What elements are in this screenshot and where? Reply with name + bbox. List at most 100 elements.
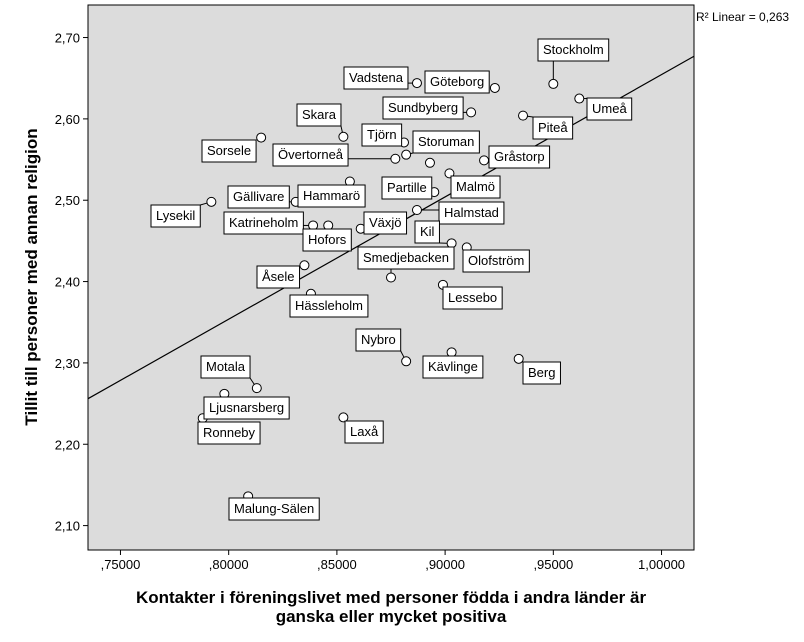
point-label-9: Storuman: [412, 130, 480, 154]
point-label-11: Gråstorp: [488, 145, 551, 169]
point-label-text: Laxå: [350, 424, 379, 439]
point-label-27: Nybro: [355, 328, 402, 352]
point-label-text: Olofström: [468, 253, 524, 268]
point-label-7: Sorsele: [201, 139, 257, 163]
data-point: [401, 356, 412, 367]
point-label-20: Växjö: [363, 211, 408, 235]
data-point: [338, 412, 349, 423]
point-label-5: Sundbyberg: [382, 96, 464, 120]
data-point: [479, 155, 490, 166]
point-label-text: Övertorneå: [278, 147, 344, 162]
x-axis-title-line2: ganska eller mycket positiva: [276, 607, 507, 626]
point-label-23: Åsele: [256, 265, 301, 289]
point-label-29: Berg: [522, 361, 561, 385]
point-label-text: Ljusnarsberg: [209, 400, 284, 415]
data-point: [446, 238, 457, 249]
data-point: [390, 153, 401, 164]
data-point: [513, 353, 524, 364]
data-point: [401, 149, 412, 160]
data-point: [446, 347, 457, 358]
label-leader-line: [527, 115, 534, 118]
data-point: [411, 78, 422, 89]
point-label-text: Katrineholm: [229, 215, 298, 230]
label-leader-line: [200, 202, 208, 206]
point-label-15: Lysekil: [150, 204, 201, 228]
data-point: [518, 110, 529, 121]
data-point: [251, 383, 262, 394]
x-tick-label: ,90000: [425, 557, 465, 572]
label-leader-line: [249, 377, 255, 385]
point-label-text: Sundbyberg: [388, 100, 458, 115]
x-tick-label: ,85000: [317, 557, 357, 572]
point-label-2: Piteå: [532, 116, 574, 140]
legend-r2-label: R² Linear = 0,263: [696, 10, 789, 24]
point-label-text: Kil: [420, 224, 435, 239]
data-point: [386, 272, 396, 283]
point-label-4: Göteborg: [424, 70, 490, 94]
data-point: [299, 260, 310, 271]
y-tick-label: 2,70: [55, 31, 80, 46]
point-label-19: Hofors: [302, 228, 352, 252]
point-label-text: Åsele: [262, 269, 295, 284]
data-point: [548, 78, 559, 89]
y-tick-label: 2,30: [55, 356, 80, 371]
point-label-31: Ljusnarsberg: [203, 396, 290, 420]
point-label-18: Katrineholm: [223, 211, 304, 235]
point-label-text: Berg: [528, 365, 555, 380]
data-point: [206, 196, 217, 207]
point-label-text: Lessebo: [448, 290, 497, 305]
x-axis-title-line1: Kontakter i föreningslivet med personer …: [136, 588, 647, 607]
point-label-26: Hässleholm: [289, 294, 369, 318]
point-label-14: Partille: [381, 176, 433, 200]
point-label-1: Umeå: [586, 97, 633, 121]
y-tick-label: 2,60: [55, 112, 80, 127]
point-label-text: Gällivare: [233, 189, 284, 204]
point-label-text: Göteborg: [430, 74, 484, 89]
point-label-10: Övertorneå: [272, 143, 349, 167]
point-label-12: Malmö: [450, 175, 501, 199]
y-axis-title: Tillit till personer med annan religion: [22, 128, 41, 425]
point-label-13: Hammarö: [297, 184, 366, 208]
point-label-text: Umeå: [592, 101, 627, 116]
point-label-34: Malung-Sälen: [228, 497, 320, 521]
point-label-6: Skara: [296, 103, 342, 127]
point-label-text: Malmö: [456, 179, 495, 194]
point-label-text: Gråstorp: [494, 149, 545, 164]
data-point: [489, 82, 500, 93]
y-tick-label: 2,40: [55, 275, 80, 290]
point-label-text: Sorsele: [207, 143, 251, 158]
point-label-28: Kävlinge: [422, 355, 484, 379]
point-label-text: Smedjebacken: [363, 250, 449, 265]
data-point: [411, 204, 422, 215]
point-label-25: Lessebo: [442, 286, 503, 310]
point-label-text: Storuman: [418, 134, 474, 149]
point-label-text: Vadstena: [349, 70, 404, 85]
x-tick-label: ,95000: [533, 557, 573, 572]
y-tick-label: 2,50: [55, 193, 80, 208]
label-leader-line: [400, 350, 405, 358]
point-label-text: Kävlinge: [428, 359, 478, 374]
point-label-3: Vadstena: [343, 66, 409, 90]
x-tick-label: ,75000: [101, 557, 141, 572]
point-label-17: Halmstad: [438, 201, 505, 225]
x-tick-label: 1,00000: [638, 557, 685, 572]
point-label-24: Smedjebacken: [357, 246, 455, 270]
x-tick-label: ,80000: [209, 557, 249, 572]
point-label-text: Partille: [387, 180, 427, 195]
point-label-text: Stockholm: [543, 42, 604, 57]
data-point: [338, 131, 349, 142]
point-label-text: Piteå: [538, 120, 568, 135]
point-label-text: Ronneby: [203, 425, 256, 440]
point-label-21: Kil: [414, 220, 440, 244]
data-point: [256, 132, 267, 143]
point-label-30: Motala: [200, 355, 251, 379]
point-label-16: Gällivare: [227, 185, 290, 209]
point-label-text: Malung-Sälen: [234, 501, 314, 516]
data-point: [466, 107, 477, 118]
data-point: [574, 93, 585, 104]
y-tick-label: 2,10: [55, 519, 80, 534]
point-label-33: Laxå: [344, 420, 384, 444]
point-label-text: Hofors: [308, 232, 347, 247]
point-label-text: Tjörn: [367, 127, 397, 142]
